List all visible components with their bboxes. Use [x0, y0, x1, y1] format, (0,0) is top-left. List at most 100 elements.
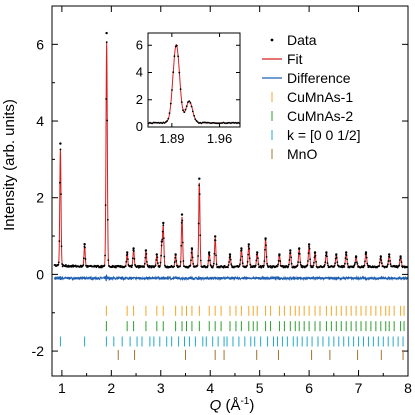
- data-point: [264, 248, 266, 251]
- data-point: [228, 253, 232, 256]
- data-point: [198, 184, 201, 187]
- data-point: [257, 263, 260, 266]
- data-point: [105, 98, 107, 100]
- legend-marker: [270, 38, 274, 42]
- data-point: [159, 261, 162, 264]
- legend-label: Data: [287, 32, 317, 48]
- inset-y-tick-label: 4: [136, 65, 143, 80]
- inset-y-tick-label: 2: [136, 92, 143, 107]
- legend-item: CuMnAs-1: [271, 89, 353, 105]
- data-point: [198, 177, 201, 180]
- data-point: [326, 262, 329, 264]
- data-point: [180, 213, 184, 216]
- data-point: [154, 264, 157, 267]
- data-point: [222, 266, 225, 269]
- data-point: [82, 264, 85, 266]
- data-point: [313, 256, 316, 259]
- data-point: [144, 256, 147, 259]
- data-point: [326, 255, 328, 258]
- data-point: [206, 266, 209, 269]
- data-point: [334, 262, 336, 265]
- legend-label: MnO: [287, 146, 317, 162]
- data-point: [388, 253, 391, 256]
- data-point: [229, 255, 232, 258]
- data-point: [354, 255, 358, 258]
- data-point: [363, 264, 366, 267]
- data-point: [130, 266, 133, 269]
- data-point: [214, 239, 217, 242]
- data-point: [179, 265, 182, 268]
- data-point: [161, 238, 164, 241]
- x-label-unit: (Å: [221, 397, 240, 414]
- data-point: [256, 251, 259, 254]
- data-point: [162, 224, 165, 227]
- data-point: [353, 264, 356, 267]
- data-point: [247, 245, 250, 248]
- data-point: [105, 31, 108, 35]
- data-point: [389, 260, 391, 262]
- data-point: [334, 257, 337, 260]
- data-point: [103, 264, 106, 267]
- data-point: [161, 230, 164, 233]
- inset-data-point: [163, 122, 166, 124]
- data-point: [196, 264, 199, 267]
- data-point: [65, 264, 67, 266]
- data-point: [343, 266, 346, 268]
- data-point: [298, 253, 301, 255]
- data-point: [210, 265, 213, 267]
- inset-data-point: [150, 122, 153, 125]
- x-tick-label: 3: [157, 380, 165, 396]
- data-point: [336, 261, 339, 263]
- data-point: [189, 264, 192, 267]
- inset-y-tick-label: 6: [136, 37, 143, 52]
- data-point: [59, 181, 61, 184]
- data-point: [239, 263, 241, 266]
- data-point: [307, 252, 310, 255]
- axes: 1 2 3 4 5 6 7 8 -2 0 2 4 6: [32, 6, 412, 396]
- data-point: [197, 255, 200, 257]
- x-tick-label: 5: [256, 380, 264, 396]
- data-point: [162, 221, 165, 225]
- legend-item: Fit: [262, 51, 303, 67]
- data-point: [346, 258, 348, 261]
- y-axis-label: Intensity (arb. units): [1, 99, 18, 231]
- x-axis-label: Q (Å-1): [210, 396, 255, 414]
- data-point: [180, 221, 183, 224]
- data-point: [362, 266, 365, 269]
- data-point: [131, 264, 134, 267]
- data-point: [335, 256, 338, 259]
- data-point: [159, 265, 161, 267]
- data-point: [58, 240, 61, 243]
- data-point: [104, 204, 107, 207]
- data-point: [241, 255, 244, 258]
- inset-data-point: [184, 108, 187, 111]
- data-point: [354, 261, 357, 264]
- reflection-tick-rows: [59, 305, 405, 360]
- x-tick-label: 1: [58, 380, 66, 396]
- legend-item: CuMnAs-2: [271, 108, 353, 124]
- data-point: [133, 258, 136, 260]
- data-point: [262, 266, 265, 269]
- data-point: [396, 266, 399, 269]
- data-point: [160, 244, 163, 247]
- inset-data-point: [178, 71, 181, 74]
- data-point: [59, 142, 62, 145]
- data-point: [148, 266, 151, 269]
- data-point: [212, 265, 215, 267]
- inset-data-point: [166, 120, 169, 122]
- data-point: [263, 260, 266, 262]
- data-point: [288, 263, 290, 266]
- data-point: [106, 119, 109, 122]
- data-point: [378, 261, 381, 264]
- x-tick-label: 6: [305, 380, 313, 396]
- legend-item: Data: [270, 32, 317, 48]
- data-point: [344, 262, 346, 265]
- data-point: [282, 264, 284, 267]
- data-point: [229, 258, 232, 261]
- data-point: [84, 246, 86, 249]
- y-tick-label: 2: [36, 190, 44, 206]
- data-point: [126, 253, 129, 256]
- inset-data-point: [187, 101, 189, 103]
- inset-data-point: [176, 44, 178, 47]
- data-point: [190, 251, 193, 254]
